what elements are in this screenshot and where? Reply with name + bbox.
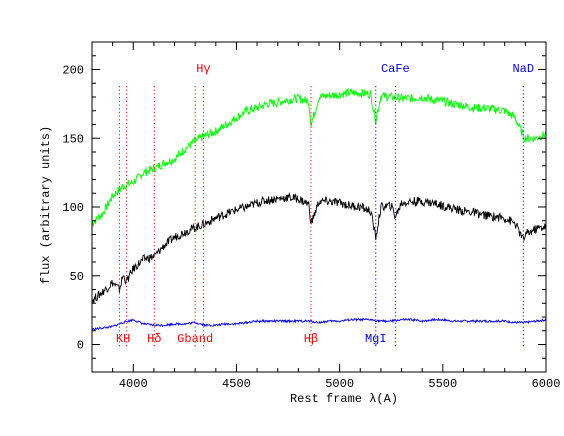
feature-label-H: H xyxy=(123,332,130,346)
x-tick-label: 6000 xyxy=(532,377,561,391)
spectrum-series-0 xyxy=(91,87,547,228)
feature-label-NaD: NaD xyxy=(512,62,534,76)
spectrum-series-2 xyxy=(91,317,547,331)
y-tick-label: 200 xyxy=(62,64,84,78)
x-tick-label: 4500 xyxy=(222,377,251,391)
spectrum-series-1 xyxy=(91,192,547,305)
y-tick-label: 100 xyxy=(62,201,84,215)
feature-label-MgI: MgI xyxy=(365,332,387,346)
feature-label-Hγ: Hγ xyxy=(196,62,210,76)
feature-label-Hδ: Hδ xyxy=(147,332,161,346)
feature-label-CaFe: CaFe xyxy=(381,62,410,76)
x-tick-label: 5500 xyxy=(428,377,457,391)
series-layer xyxy=(91,87,547,331)
y-tick-label: 150 xyxy=(62,132,84,146)
x-axis-title: Rest frame λ(A) xyxy=(290,392,398,406)
y-tick-label: 0 xyxy=(77,339,84,353)
y-tick-label: 50 xyxy=(70,270,84,284)
feature-lines-layer: K H Hδ Gband Hγ Hβ MgI CaFe NaD xyxy=(116,62,534,348)
axes-layer: 4000 4500 5000 5500 6000 0 50 100 150 200 xyxy=(62,41,561,391)
x-tick-label: 5000 xyxy=(325,377,354,391)
feature-label-Hβ: Hβ xyxy=(304,332,318,346)
y-axis-title: flux (arbitrary units) xyxy=(39,126,53,284)
feature-label-Gband: Gband xyxy=(177,332,213,346)
feature-label-K: K xyxy=(116,332,124,346)
x-tick-label: 4000 xyxy=(119,377,148,391)
